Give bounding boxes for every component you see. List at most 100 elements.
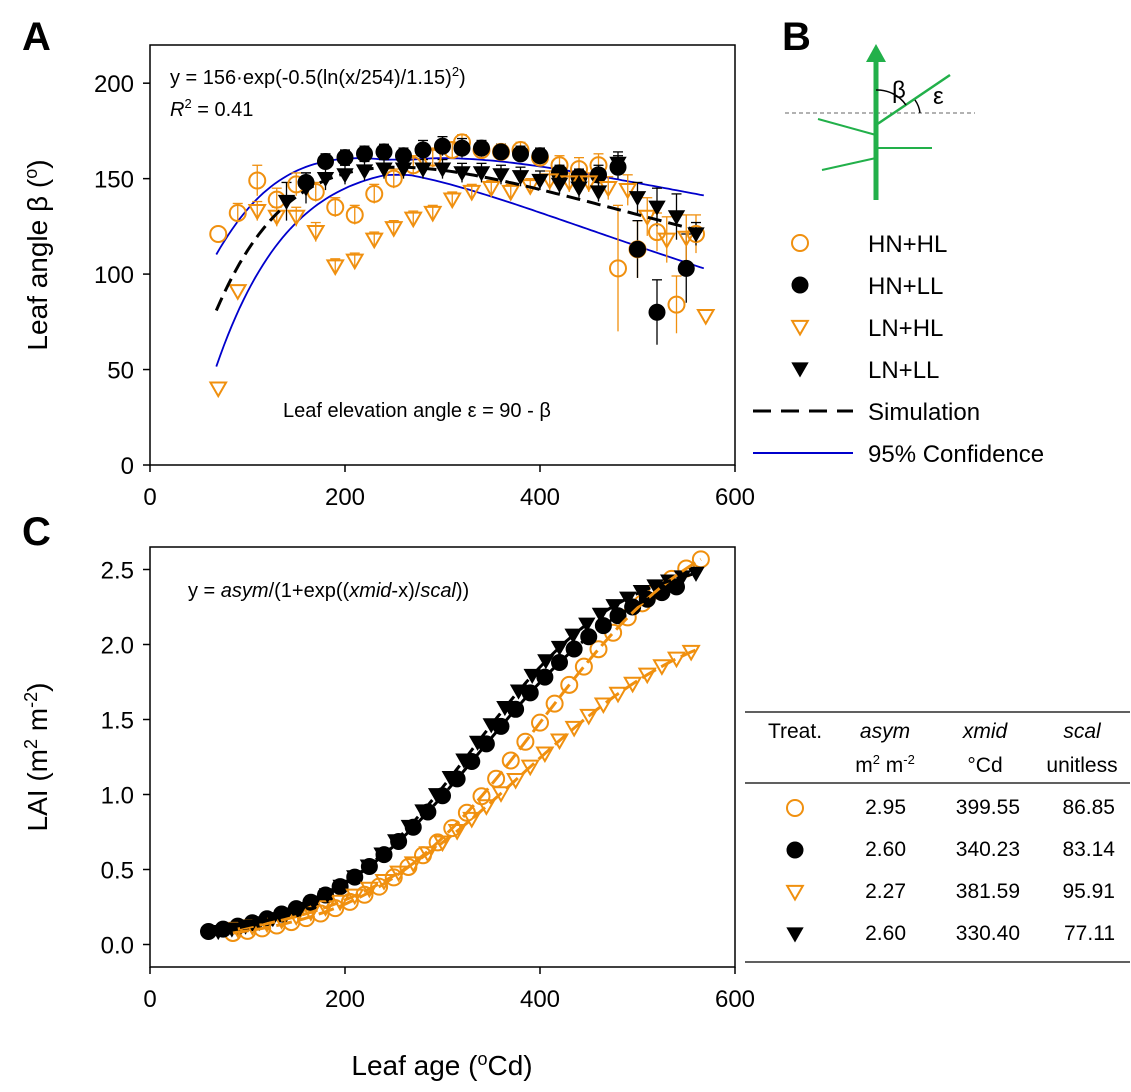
data-point-ln-hl (476, 799, 496, 816)
leaf-line-left-lower (821, 157, 877, 171)
data-point-ln-ll (687, 566, 705, 582)
data-point-ln-ll (511, 170, 530, 186)
legend-label-hn-hl: HN+HL (868, 231, 947, 258)
data-point-hn-hl (384, 868, 403, 887)
panel-b-letter: B (782, 15, 811, 59)
table-cell-xmid: 381.59 (956, 880, 1020, 903)
leaf-line-left-upper (817, 118, 877, 136)
table-cell-asym: 2.60 (865, 922, 906, 945)
x-tick-label: 400 (520, 986, 560, 1013)
y-tick-label: 2.0 (101, 633, 134, 660)
data-point-hn-hl (589, 640, 608, 659)
table-header-xmid: xmid (962, 720, 1009, 743)
panel-c-xlabel: Leaf age (oCd) (351, 1049, 532, 1081)
table-unit-asym: m2 m-2 (855, 752, 915, 777)
table-cell-asym: 2.27 (865, 880, 906, 903)
panel-a-frame (149, 44, 736, 466)
table-cell-scal: 86.85 (1062, 796, 1115, 819)
legend-label-confidence: 95% Confidence (868, 441, 1044, 468)
data-point-ln-hl (535, 746, 555, 764)
data-point-ln-hl (286, 209, 306, 227)
fit-line-hn-ll (208, 584, 681, 933)
data-point-ln-ll (570, 181, 588, 197)
panel-b-diagram: β ε (785, 44, 975, 200)
table-header-scal: scal (1063, 720, 1102, 743)
data-point-ln-hl (462, 184, 482, 202)
data-point-hn-ll (336, 149, 354, 167)
data-point-ln-hl (481, 181, 501, 198)
panel-c-frame (149, 546, 736, 968)
x-tick-label: 600 (715, 484, 755, 511)
data-point-ln-hl (623, 676, 643, 694)
table-cell-xmid: 330.40 (956, 922, 1020, 945)
table-header-treat: Treat. (768, 720, 822, 743)
data-point-ln-hl (384, 221, 404, 238)
data-point-hn-hl (609, 259, 627, 278)
data-point-ln-hl (564, 720, 584, 738)
panel-c-equation: y = asym/(1+exp((xmid-x)/scal)) (188, 580, 469, 602)
panel-a-letter: A (22, 15, 51, 59)
x-tick-label: 200 (325, 986, 365, 1013)
table-rows: 2.95 399.55 86.85 2.60 340.23 83.14 2.27 381.59… (785, 796, 1115, 945)
data-point-hn-hl (248, 171, 267, 190)
data-point-ln-hl (306, 224, 326, 242)
table-cell-scal: 77.11 (1064, 922, 1115, 945)
table-cell-asym: 2.60 (865, 838, 906, 861)
data-point-hn-ll (375, 143, 393, 161)
data-point-ln-hl (247, 203, 267, 221)
y-tick-label: 0.0 (101, 933, 134, 960)
epsilon-symbol: ε (933, 83, 944, 110)
leaf-line-upper (875, 73, 951, 127)
legend-marker-hn-hl (791, 234, 809, 252)
data-point-ln-hl (618, 182, 638, 200)
panel-c-ylabel: LAI (m2 m-2) (21, 683, 53, 832)
table-cell-scal: 95.91 (1062, 880, 1115, 903)
y-tick-label: 100 (94, 262, 134, 289)
data-point-hn-ll (629, 240, 646, 258)
data-point-ln-ll (609, 156, 627, 172)
data-point-hn-ll (677, 259, 695, 277)
data-point-ln-hl (676, 230, 696, 248)
data-point-ln-ll (355, 164, 374, 180)
data-point-hn-hl (384, 169, 403, 188)
data-point-ln-hl (345, 253, 365, 271)
data-point-hn-ll (648, 303, 666, 321)
data-point-ln-ll (550, 177, 569, 193)
data-point-hn-ll (492, 143, 510, 161)
panel-c-chart: 0 200 400 600 0.0 0.5 1.0 1.5 2.0 2.5 y = asym/(1… (21, 546, 755, 1081)
data-point-ln-hl (462, 811, 482, 829)
legend-marker-ln-hl (790, 319, 810, 337)
data-point-hn-hl (545, 694, 564, 713)
data-point-hn-ll (395, 147, 412, 165)
panel-a-equation: y = 156·exp(-0.5(ln(x/254)/1.15)2) (170, 64, 466, 89)
panel-a-note: Leaf elevation angle ε = 90 - β (283, 400, 551, 422)
panel-a-ylabel: Leaf angle β (o) (21, 159, 53, 350)
data-point-hn-hl (531, 713, 549, 732)
panel-a-chart: 0 200 400 600 0 50 100 150 200 y = 156·exp(-0.5(… (21, 44, 755, 511)
table-row-marker (785, 884, 805, 902)
data-point-ln-ll (492, 168, 510, 184)
data-point-ln-hl (549, 733, 570, 751)
fit-line-ln-ll (218, 572, 695, 934)
legend-marker-hn-ll (791, 276, 809, 294)
beta-symbol: β (892, 77, 906, 104)
data-point-ln-ll (550, 640, 569, 656)
data-point-hn-ll (590, 166, 607, 184)
x-tick-label: 600 (715, 986, 755, 1013)
epsilon-angle-arc (914, 99, 921, 114)
data-point-hn-hl (667, 295, 686, 314)
data-point-ln-hl (208, 381, 228, 399)
table-row-marker (786, 841, 804, 859)
legend-label-ln-hl: LN+HL (868, 315, 943, 342)
data-point-hn-ll (356, 145, 373, 163)
data-point-ln-ll (472, 166, 491, 182)
data-point-hn-ll (473, 139, 490, 157)
table-unit-scal: unitless (1046, 754, 1117, 777)
panel-a-r2: R2 = 0.41 (170, 96, 253, 121)
legend-marker-ln-ll (791, 362, 809, 378)
data-point-ln-hl (506, 772, 526, 790)
x-tick-label: 0 (143, 484, 156, 511)
data-point-ln-hl (403, 211, 423, 229)
data-point-ln-hl (657, 232, 677, 250)
y-tick-label: 0.5 (101, 858, 134, 885)
